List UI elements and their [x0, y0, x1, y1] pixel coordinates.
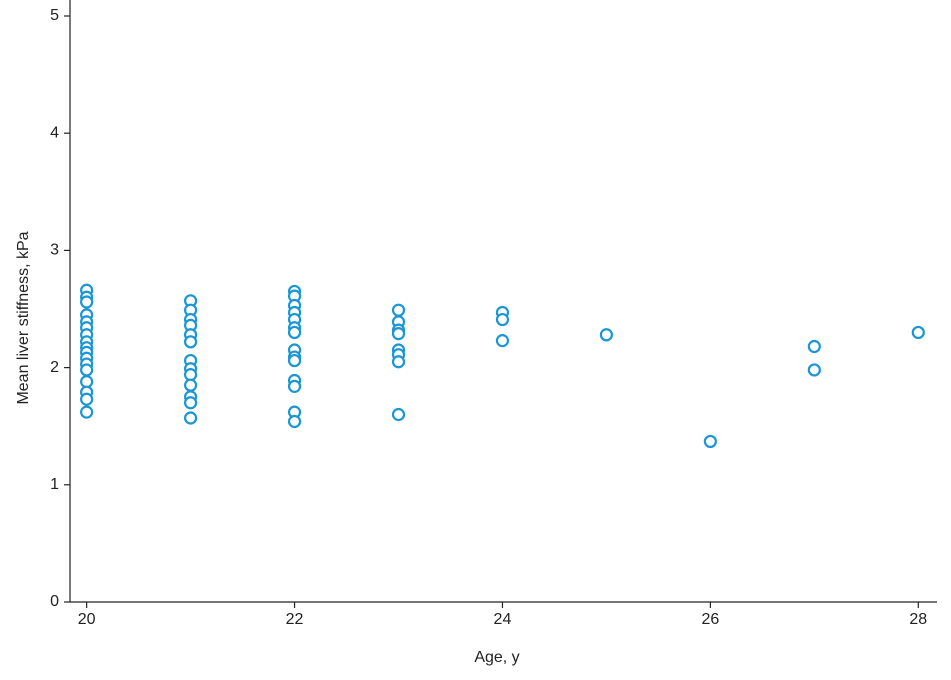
point [287, 325, 302, 340]
x-axis-label: Age, y [474, 649, 519, 666]
point [183, 396, 198, 410]
point [807, 363, 821, 377]
point [287, 353, 302, 368]
point [391, 303, 406, 317]
point [80, 375, 94, 389]
point [391, 327, 406, 341]
x-tick-label: 28 [909, 611, 927, 628]
point [287, 414, 302, 429]
point [599, 328, 614, 342]
point [495, 312, 510, 327]
point [80, 405, 94, 419]
x-tick-label: 24 [494, 611, 512, 628]
point [183, 368, 198, 382]
point [391, 407, 406, 422]
point [80, 392, 94, 406]
y-tick-label: 4 [50, 124, 59, 141]
y-tick-label: 3 [50, 242, 59, 259]
point [183, 378, 198, 392]
x-tick-label: 26 [701, 611, 719, 628]
x-tick-label: 22 [286, 611, 304, 628]
point [495, 334, 510, 348]
y-tick-label: 2 [50, 359, 59, 376]
point [911, 325, 925, 340]
y-tick-label: 0 [50, 593, 59, 610]
point [807, 339, 821, 354]
y-tick-label: 5 [50, 7, 59, 24]
y-tick-label: 1 [50, 476, 59, 493]
point [80, 295, 94, 309]
point [183, 411, 198, 425]
point [287, 379, 302, 393]
point [80, 363, 94, 377]
y-axis-label: Mean liver stiffness, kPa [15, 231, 32, 404]
x-tick-label: 20 [78, 611, 96, 628]
point [703, 434, 717, 449]
point [183, 335, 198, 349]
point [391, 355, 406, 369]
